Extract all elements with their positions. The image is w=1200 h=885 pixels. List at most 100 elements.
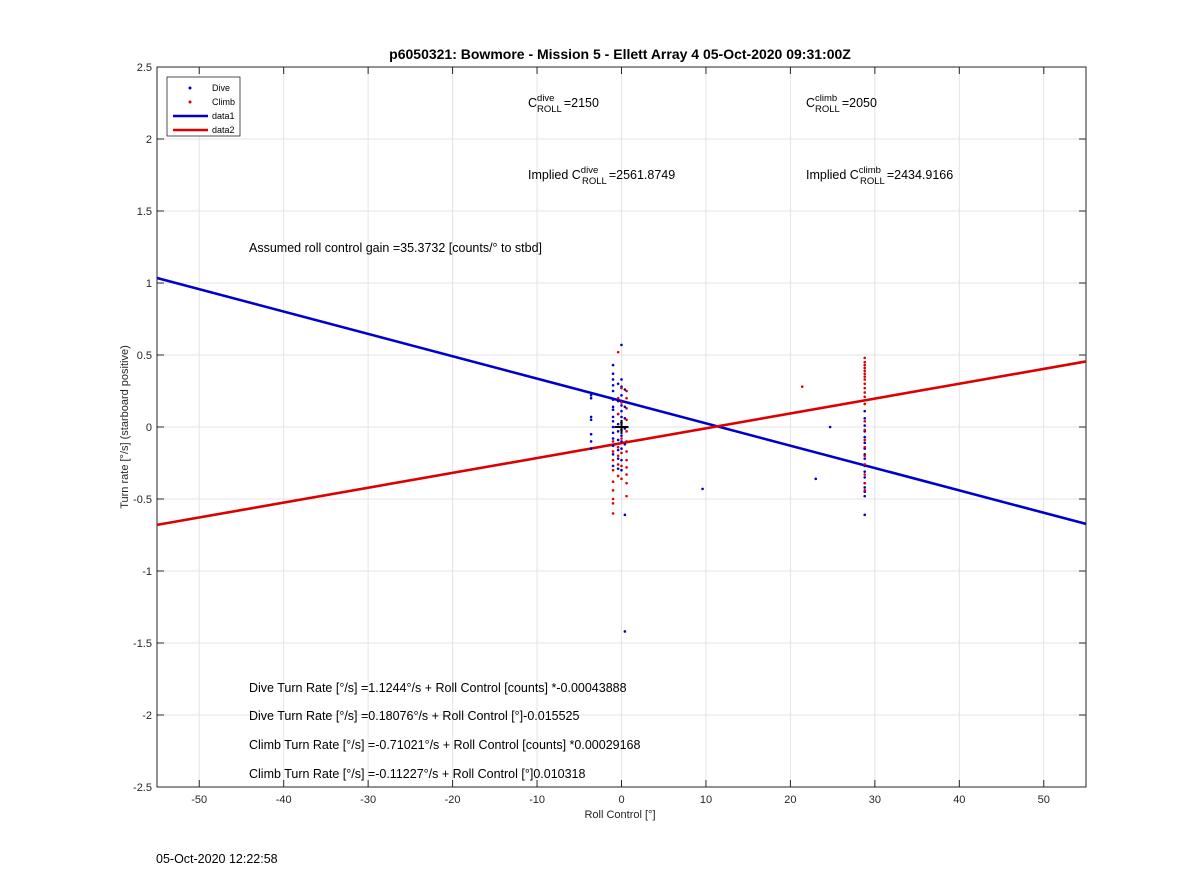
data-point-climb: [625, 430, 628, 433]
y-tick-label: 2.5: [137, 62, 152, 74]
data-point-dive: [616, 448, 620, 452]
data-point-dive: [616, 399, 620, 403]
data-point-dive: [814, 477, 818, 481]
data-point-climb: [625, 481, 628, 485]
data-point-dive: [863, 435, 867, 439]
data-point-climb: [625, 494, 628, 498]
data-point-dive: [863, 476, 867, 479]
y-tick-label: 0.5: [137, 350, 152, 362]
implied-dive-sup: dive: [581, 165, 598, 176]
data-point-climb: [611, 440, 615, 443]
y-tick-label: -1: [142, 566, 152, 578]
data-point-dive: [616, 382, 620, 386]
x-tick-label: -40: [276, 794, 292, 806]
data-point-climb: [863, 402, 867, 406]
fit-line-data2: [156, 360, 1087, 527]
data-point-dive: [589, 415, 593, 419]
data-point-climb: [616, 463, 620, 466]
x-tick-label: 40: [953, 794, 965, 806]
data-point-climb: [616, 454, 620, 458]
data-point-dive: [620, 434, 623, 437]
data-point-dive: [863, 424, 867, 427]
data-point-climb: [863, 356, 867, 360]
data-point-climb: [620, 386, 623, 390]
data-point-dive: [623, 630, 627, 633]
x-tick-label: 50: [1038, 794, 1050, 806]
data-point-climb: [863, 391, 867, 394]
x-axis-label: Roll Control [°]: [584, 809, 655, 821]
data-point-climb: [625, 396, 628, 400]
data-point-dive: [589, 396, 593, 400]
plot-marks: [156, 276, 1087, 633]
data-point-climb: [625, 389, 628, 393]
x-tick-label: 10: [700, 794, 712, 806]
data-point-dive: [611, 405, 615, 409]
data-point-dive: [620, 343, 623, 347]
data-point-climb: [863, 386, 867, 390]
data-point-dive: [620, 404, 623, 407]
data-point-dive: [611, 425, 615, 429]
data-point-climb: [625, 418, 628, 422]
data-point-climb: [611, 480, 615, 484]
c-climb-prefix: C: [806, 96, 815, 110]
data-point-dive: [611, 431, 615, 435]
y-tick-label: -0.5: [133, 494, 152, 506]
implied-climb-sup: climb: [859, 165, 881, 176]
implied-climb-prefix: Implied C: [806, 168, 859, 182]
implied-dive-value: =2561.8749: [609, 168, 675, 182]
data-point-dive: [620, 468, 623, 472]
y-tick-label: 2: [146, 134, 152, 146]
x-tick-label: 20: [784, 794, 796, 806]
data-point-dive: [611, 453, 615, 456]
chart-title: p6050321: Bowmore - Mission 5 - Ellett A…: [389, 46, 851, 62]
data-point-climb: [611, 450, 615, 453]
data-point-dive: [863, 470, 867, 473]
y-axis-label: Turn rate [°/s] (starboard positive): [119, 345, 131, 509]
c-dive-value: =2150: [564, 96, 599, 110]
legend-swatch-climb: [188, 100, 192, 104]
legend-swatch-dive: [188, 86, 192, 90]
data-point-dive: [620, 447, 623, 450]
data-point-dive: [611, 408, 615, 412]
data-point-climb: [863, 489, 867, 492]
x-tick-label: -30: [360, 794, 376, 806]
data-point-dive: [611, 437, 615, 440]
data-point-climb: [863, 363, 867, 367]
annotation-implied-dive: Implied Cdive ROLL =2561.8749: [528, 165, 675, 187]
annotation-eq-climb-degrees: Climb Turn Rate [°/s] =-0.11227°/s + Rol…: [249, 767, 586, 781]
data-point-dive: [611, 464, 615, 468]
data-point-dive: [620, 458, 623, 462]
y-tick-label: -2: [142, 710, 152, 722]
data-point-climb: [863, 395, 867, 399]
data-point-climb: [863, 438, 867, 442]
implied-dive-sub: ROLL: [582, 176, 607, 187]
data-point-dive: [623, 442, 627, 446]
data-point-dive: [589, 440, 593, 443]
data-point-climb: [620, 451, 623, 455]
data-point-climb: [863, 369, 867, 373]
data-point-dive: [620, 394, 623, 397]
data-point-dive: [620, 409, 623, 413]
axis-ticks: -50 -40 -30 -20 -10 0 10 20 30 40 50 2.5 2 1.5 1 0.5 0 -0…: [133, 62, 1086, 806]
data-point-climb: [863, 445, 867, 449]
data-point-dive: [863, 486, 867, 489]
annotation-eq-dive-degrees: Dive Turn Rate [°/s] =0.18076°/s + Roll …: [249, 709, 579, 723]
legend-label-data1: data1: [212, 111, 235, 121]
data-point-dive: [589, 447, 593, 450]
legend-box: [166, 76, 241, 137]
data-point-climb: [863, 473, 867, 476]
x-tick-label: -50: [191, 794, 207, 806]
data-point-climb: [611, 512, 615, 515]
legend-label-data2: data2: [212, 125, 235, 135]
data-point-dive: [620, 415, 623, 419]
data-point-climb: [625, 406, 628, 410]
data-point-climb: [616, 412, 620, 416]
data-point-climb: [616, 350, 620, 354]
data-point-dive: [620, 440, 623, 443]
data-point-dive: [611, 398, 615, 401]
data-point-dive: [611, 378, 615, 381]
annotation-c-dive: Cdive ROLL =2150: [528, 93, 599, 115]
c-dive-sub: ROLL: [537, 104, 562, 115]
